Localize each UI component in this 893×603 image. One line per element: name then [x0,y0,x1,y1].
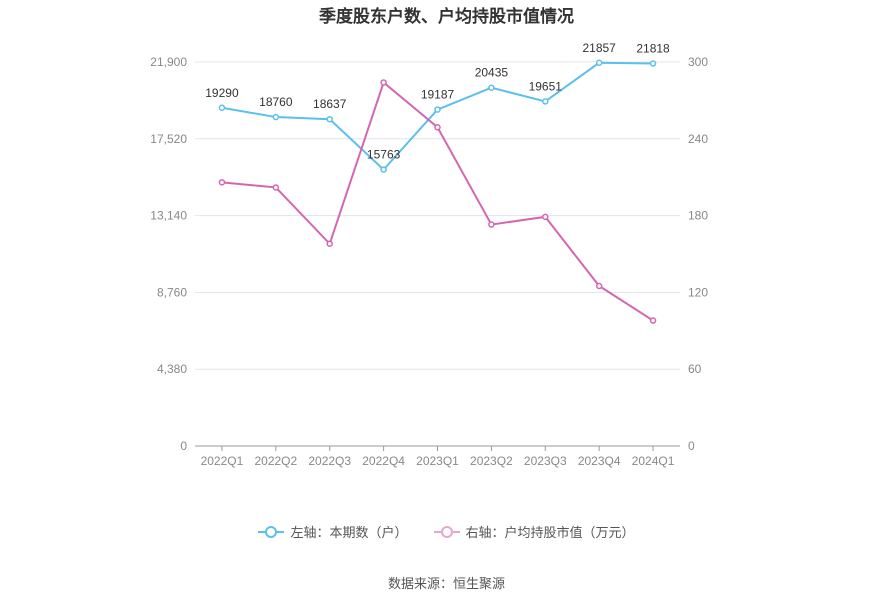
data-label-households: 21818 [636,41,670,55]
x-tick-label: 2022Q3 [308,454,351,468]
y-left-tick-label: 8,760 [157,285,187,299]
y-right-tick-label: 0 [688,439,695,453]
data-point-households [272,113,280,121]
data-point-households [380,166,387,173]
data-point-households [542,98,549,105]
data-label-households: 19651 [529,79,563,93]
data-label-households: 19187 [421,88,455,102]
data-point-households [649,60,657,67]
x-tick-label: 2022Q1 [201,454,244,468]
data-point-households [595,59,603,67]
data-point-households [326,115,333,123]
data-point-avg-value [595,282,603,290]
x-tick-label: 2023Q4 [578,454,621,468]
y-right-tick-label: 240 [688,132,708,146]
y-left-tick-label: 0 [180,439,187,453]
data-label-households: 19290 [205,86,239,100]
legend-marker-right-icon [433,525,460,538]
x-tick-label: 2023Q2 [470,454,513,468]
data-point-avg-value [649,317,657,324]
chart-title: 季度股东户数、户均持股市值情况 [319,7,574,26]
legend-marker-left-icon [258,525,285,538]
x-tick-label: 2024Q1 [632,454,675,468]
y-left-tick-label: 4,380 [157,362,187,376]
data-point-households [488,84,495,91]
data-label-households: 18760 [259,95,293,109]
legend-item-right[interactable]: 右轴：户均持股市值（万元） [433,522,635,541]
x-tick-label: 2023Q1 [416,454,459,468]
data-point-avg-value [218,179,226,186]
legend-item-left[interactable]: 左轴：本期数（户） [258,522,408,541]
y-right-tick-label: 300 [688,55,708,69]
y-right-tick-label: 120 [688,285,708,299]
legend-label-right: 右轴：户均持股市值（万元） [465,525,635,540]
data-point-avg-value [542,213,549,221]
data-point-households [434,106,441,113]
y-right-tick-label: 60 [688,362,702,376]
y-right-tick-label: 180 [688,209,708,223]
data-point-avg-value [272,184,280,191]
data-point-avg-value [326,240,333,248]
x-tick-label: 2022Q4 [362,454,405,468]
legend: 左轴：本期数（户） 右轴：户均持股市值（万元） [0,522,893,541]
data-label-households: 21857 [582,41,616,55]
data-point-avg-value [434,124,441,131]
data-label-households: 15763 [367,148,401,162]
x-tick-label: 2022Q2 [254,454,297,468]
legend-label-left: 左轴：本期数（户） [290,525,408,540]
data-point-avg-value [488,221,495,228]
data-point-households [218,104,226,112]
source-note: 数据来源：恒生聚源 [387,576,505,591]
y-left-tick-label: 17,520 [150,132,187,146]
data-point-avg-value [380,79,387,86]
data-label-households: 18637 [313,97,347,111]
data-label-households: 20435 [475,66,509,80]
y-left-tick-label: 13,140 [150,209,187,223]
series-line-households [221,61,654,172]
y-left-tick-label: 21,900 [150,55,187,69]
x-tick-label: 2023Q3 [524,454,567,468]
